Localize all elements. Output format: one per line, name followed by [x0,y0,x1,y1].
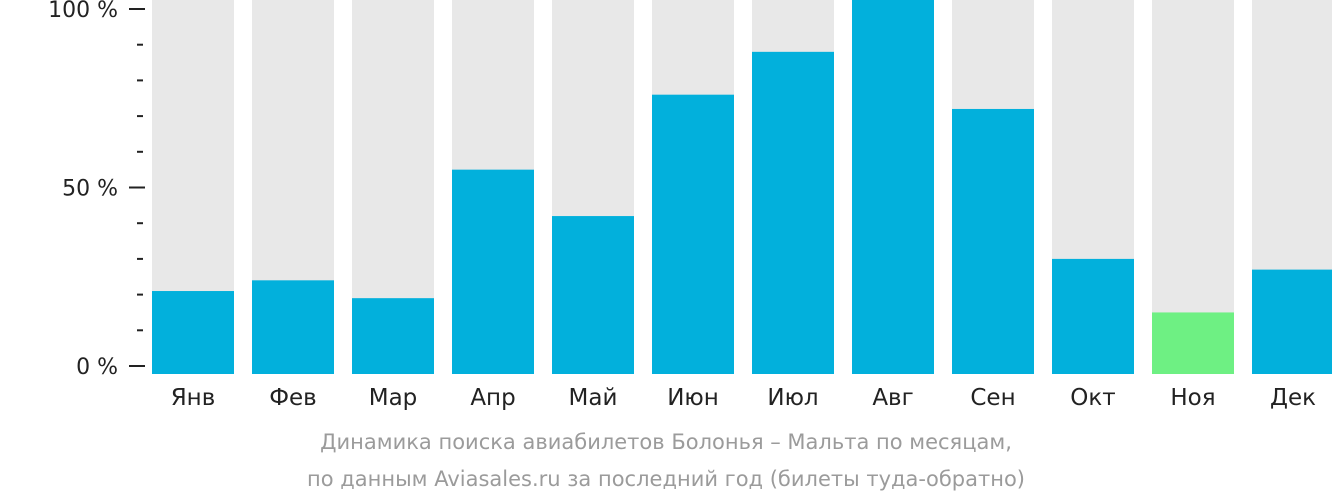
bar [1252,269,1332,374]
chart-caption-line-2: по данным Aviasales.ru за последний год … [307,467,1025,491]
bar-chart: Янв Фев Мар Апр Май Июн Июл Авг Сен Окт Ноя Дек 100 … [48,0,1332,411]
x-tick-label: Май [569,385,618,411]
y-tick-label: 0 % [76,355,118,380]
bar [552,216,634,374]
bar [1052,258,1134,374]
bar [752,51,834,375]
x-tick-label: Сен [970,385,1015,411]
bar [1152,312,1234,374]
bar-background [1152,0,1234,374]
x-tick-label: Фев [269,385,317,411]
x-tick-label: Апр [470,385,515,411]
x-tick-label: Июн [667,385,719,411]
x-tick-label: Июл [767,385,818,411]
chart-caption-line-1: Динамика поиска авиабилетов Болонья – Ма… [320,430,1012,454]
x-tick-label: Янв [171,385,216,411]
bar [852,0,934,374]
bar [152,291,234,374]
bar [952,108,1034,375]
x-tick-label: Дек [1270,385,1316,411]
x-tick-label: Мар [369,385,418,411]
bar [652,94,734,375]
x-tick-label: Ноя [1170,385,1215,411]
y-tick-label: 50 % [62,177,118,202]
bar [252,280,334,374]
x-tick-label: Окт [1070,385,1115,411]
y-tick-label: 100 % [48,0,118,23]
bar [452,169,534,374]
x-tick-label: Авг [872,385,913,411]
bar [352,298,434,374]
